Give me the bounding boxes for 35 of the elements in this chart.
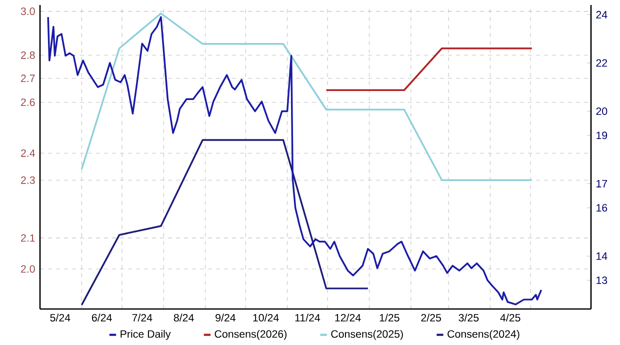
x-tick-label: 4/25 [500, 314, 520, 322]
y-tick-label: 2.6 [21, 98, 35, 106]
y2-tick-label: 20 [596, 107, 608, 116]
y-tick-label: 2.3 [21, 176, 35, 184]
y2-tick-label: 24 [596, 10, 608, 18]
line-series [80, 12, 533, 182]
legend-label: Price Daily [120, 330, 171, 340]
x-tick-label: 8/24 [174, 314, 194, 322]
line-series [80, 139, 369, 306]
x-tick-label: 9/24 [216, 314, 236, 322]
x-tick-label: 11/24 [295, 314, 320, 322]
legend-label: Consens(2026) [214, 330, 287, 340]
x-tick-label: 12/24 [335, 314, 361, 322]
y-tick-label: 2.8 [21, 51, 35, 59]
x-tick-label: 5/24 [50, 314, 70, 322]
y-tick-label: 3.0 [20, 8, 35, 16]
x-tick-label: 10/24 [253, 314, 279, 322]
y2-tick-label: 16 [596, 204, 608, 212]
x-tick-label: 3/25 [458, 314, 479, 322]
y2-tick-label: 14 [596, 252, 608, 260]
x-tick-label: 6/24 [92, 314, 112, 322]
y2-tick-label: 22 [596, 59, 608, 67]
y2-tick-label: 17 [596, 180, 608, 188]
legend-label: Consens(2024) [448, 330, 520, 340]
y-tick-label: 2.7 [21, 74, 35, 82]
y-tick-label: 2.4 [21, 149, 35, 157]
x-tick-label: 2/25 [421, 314, 441, 322]
legend-label: Consens(2025) [331, 330, 403, 340]
y-tick-label: 2.0 [21, 265, 35, 273]
y2-tick-label: 13 [596, 276, 608, 284]
x-tick-label: 1/25 [380, 314, 400, 322]
x-tick-label: 7/24 [132, 314, 152, 322]
line-series [47, 16, 542, 306]
y-tick-label: 2.1 [21, 234, 35, 242]
y2-tick-label: 19 [596, 132, 608, 140]
